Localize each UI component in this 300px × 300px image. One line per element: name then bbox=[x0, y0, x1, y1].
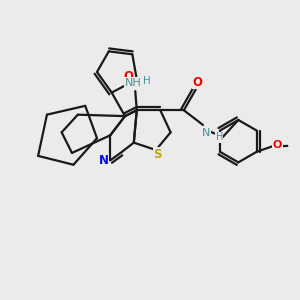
Text: H: H bbox=[215, 132, 223, 142]
Text: N: N bbox=[202, 128, 211, 138]
Text: O: O bbox=[192, 76, 202, 89]
Text: S: S bbox=[153, 148, 162, 161]
Text: O: O bbox=[273, 140, 282, 150]
Text: NH: NH bbox=[124, 78, 141, 88]
Text: N: N bbox=[99, 154, 109, 167]
Text: H: H bbox=[142, 76, 150, 86]
Text: O: O bbox=[124, 70, 134, 83]
